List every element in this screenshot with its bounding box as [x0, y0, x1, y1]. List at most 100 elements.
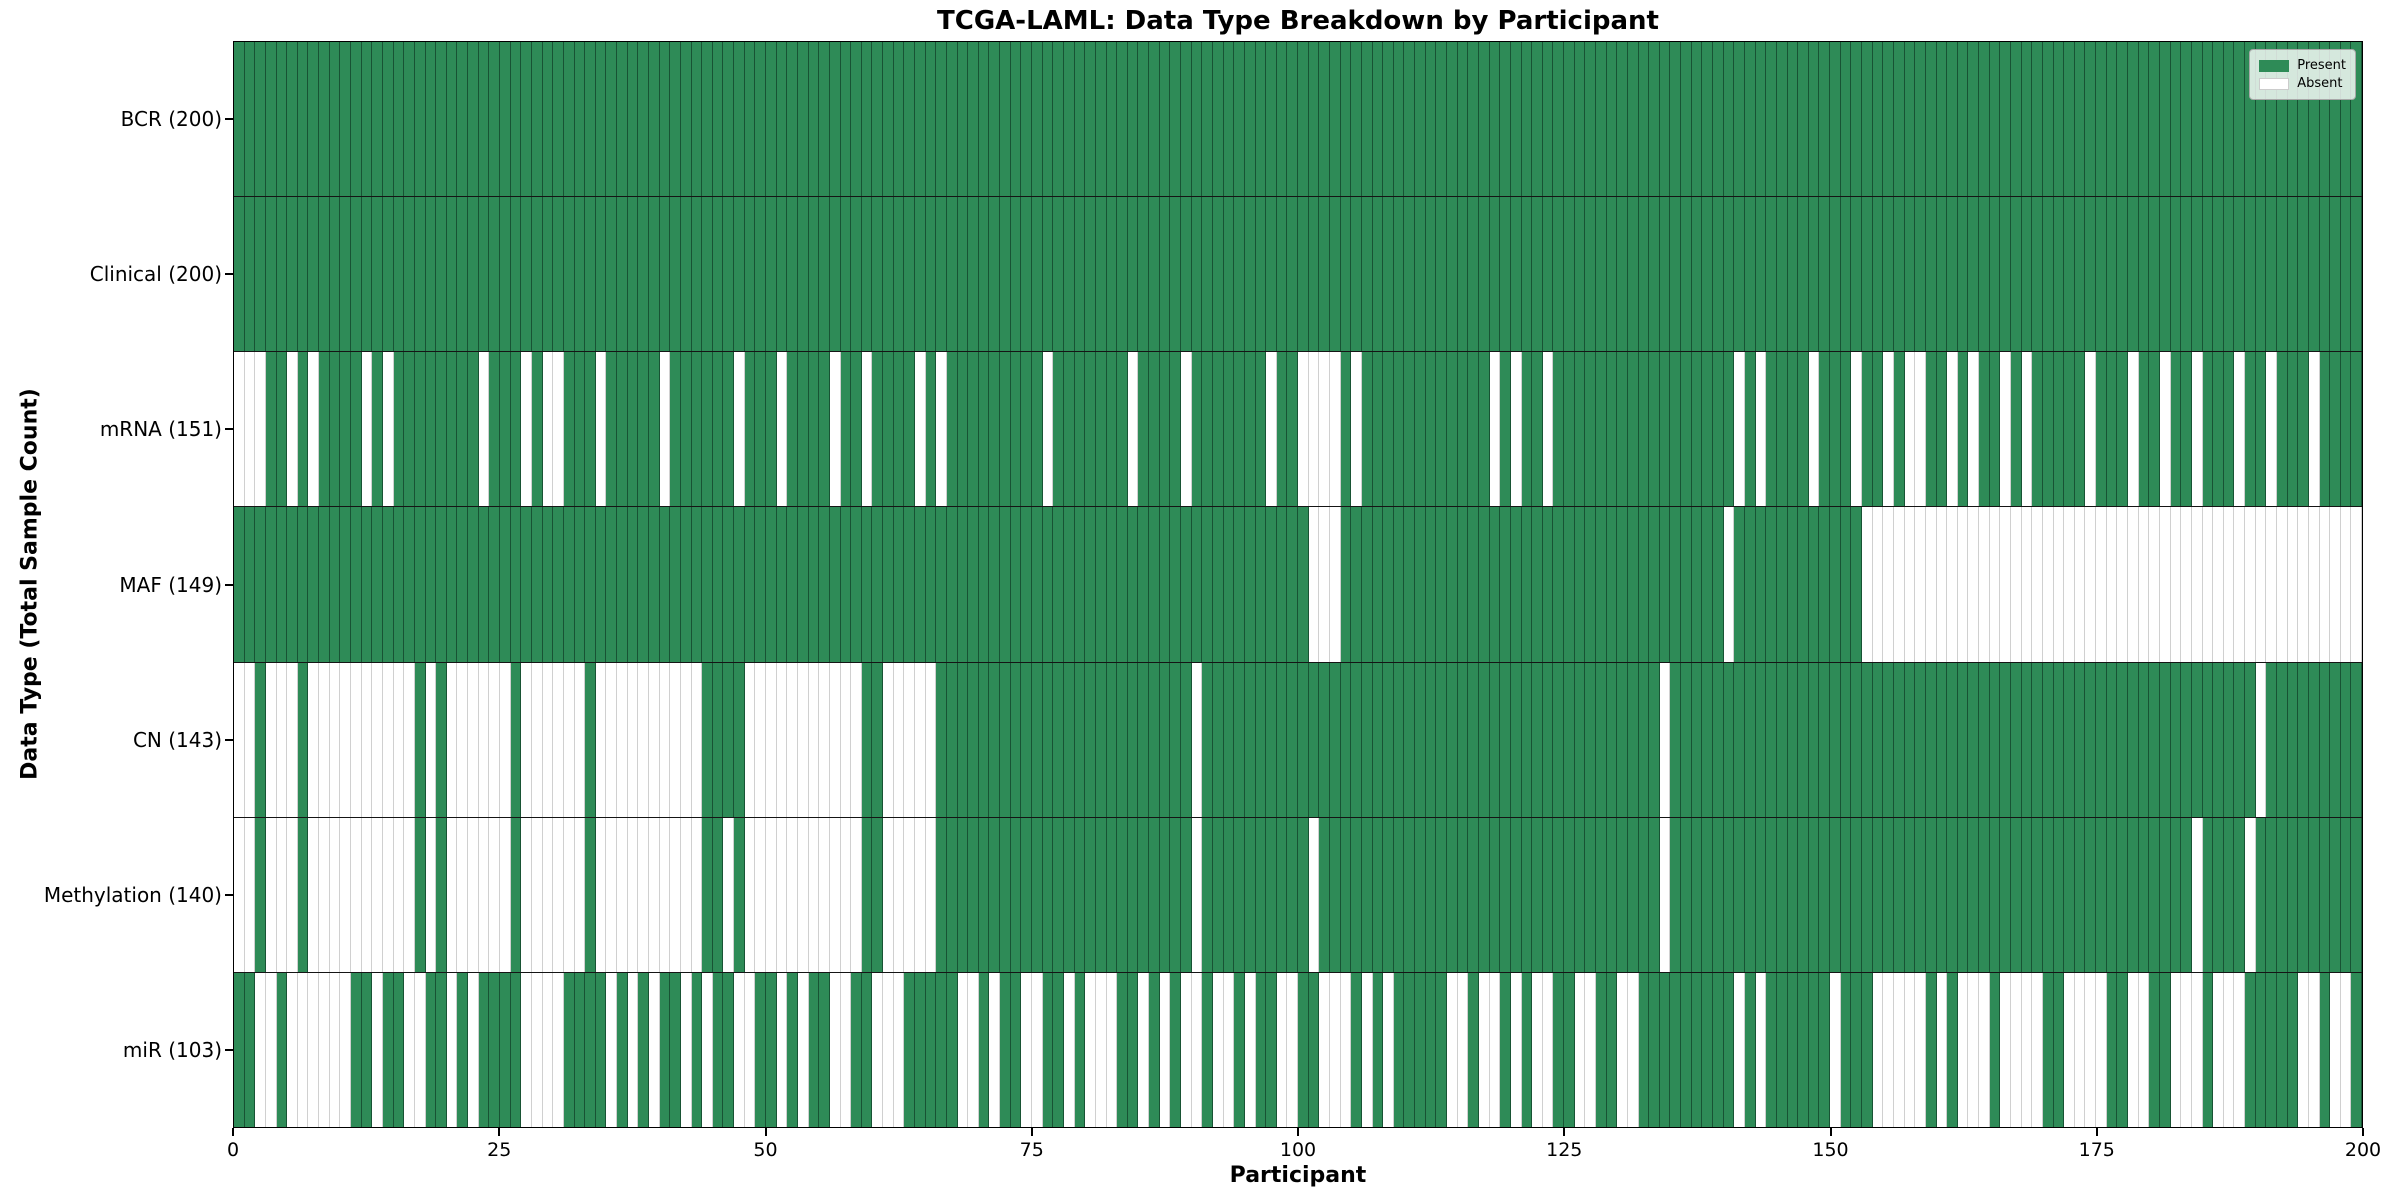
heatmap-cell — [1521, 817, 1533, 972]
heatmap-cell — [372, 507, 383, 662]
heatmap-cell — [585, 972, 596, 1127]
heatmap-cell — [2128, 662, 2139, 817]
heatmap-cell — [1723, 817, 1735, 972]
heatmap-cell — [1170, 197, 1182, 352]
heatmap-cell — [244, 42, 256, 197]
heatmap-cell — [1361, 352, 1373, 507]
heatmap-cell — [531, 507, 543, 662]
heatmap-cell — [1266, 662, 1277, 817]
heatmap-cell — [2277, 507, 2288, 662]
heatmap-cell — [1159, 42, 1171, 197]
heatmap-cell — [1542, 507, 1554, 662]
heatmap-cell — [500, 42, 511, 197]
heatmap-cell — [553, 817, 564, 972]
heatmap-cell — [755, 197, 767, 352]
heatmap-cell — [1436, 42, 1448, 197]
heatmap-cell — [276, 42, 288, 197]
heatmap-cell — [404, 817, 415, 972]
heatmap-cell — [1968, 197, 1980, 352]
heatmap-cell — [670, 352, 681, 507]
heatmap-cell — [425, 972, 437, 1127]
heatmap-cell — [521, 972, 532, 1127]
heatmap-cell — [2234, 197, 2246, 352]
heatmap-cell — [414, 507, 426, 662]
heatmap-cell — [531, 972, 543, 1127]
heatmap-cell — [968, 197, 979, 352]
heatmap-cell — [1617, 662, 1628, 817]
heatmap-cell — [2351, 197, 2363, 352]
heatmap-cell — [489, 972, 501, 1127]
heatmap-cell — [2074, 972, 2086, 1127]
heatmap-cell — [2340, 507, 2352, 662]
heatmap-cell — [1627, 352, 1639, 507]
heatmap-cell — [883, 352, 894, 507]
heatmap-cell — [1032, 197, 1043, 352]
heatmap-cell — [1979, 662, 1990, 817]
heatmap-cell — [1308, 817, 1320, 972]
heatmap-cell — [1744, 662, 1756, 817]
heatmap-cell — [1638, 197, 1650, 352]
heatmap-cell — [244, 972, 256, 1127]
heatmap-cell — [1159, 972, 1171, 1127]
heatmap-cell — [723, 42, 735, 197]
heatmap-cell — [1340, 817, 1352, 972]
heatmap-cell — [1032, 42, 1043, 197]
heatmap-cell — [797, 817, 809, 972]
heatmap-cell — [287, 972, 298, 1127]
heatmap-cell — [1436, 817, 1448, 972]
heatmap-cell — [893, 42, 905, 197]
heatmap-cell — [755, 352, 767, 507]
heatmap-cell — [1447, 817, 1458, 972]
heatmap-cell — [1287, 42, 1299, 197]
heatmap-cell — [1553, 42, 1565, 197]
y-tick-label-MAF: MAF (149) — [119, 572, 222, 597]
heatmap-cell — [1138, 662, 1150, 817]
heatmap-cell — [1489, 817, 1501, 972]
heatmap-cell — [340, 352, 352, 507]
x-tick-mark — [1563, 1128, 1566, 1136]
heatmap-cell — [1798, 42, 1809, 197]
heatmap-cell — [1521, 42, 1533, 197]
heatmap-cell — [2042, 42, 2054, 197]
heatmap-cell — [1585, 42, 1596, 197]
heatmap-cell — [2308, 507, 2320, 662]
heatmap-cell — [595, 197, 607, 352]
heatmap-cell — [1659, 42, 1671, 197]
heatmap-cell — [1819, 507, 1831, 662]
heatmap-cell — [1862, 972, 1873, 1127]
heatmap-cell — [1862, 197, 1873, 352]
heatmap-cell — [478, 662, 490, 817]
heatmap-cell — [1181, 352, 1192, 507]
heatmap-cell — [968, 972, 979, 1127]
heatmap-cell — [2351, 42, 2363, 197]
heatmap-cell — [1063, 352, 1075, 507]
heatmap-cell — [1915, 352, 1926, 507]
heatmap-cell — [1957, 662, 1969, 817]
heatmap-cell — [1489, 662, 1501, 817]
heatmap-cell — [1564, 352, 1575, 507]
heatmap-cell — [1798, 662, 1809, 817]
heatmap-cell — [1606, 972, 1618, 1127]
heatmap-cell — [1500, 197, 1511, 352]
heatmap-cell — [319, 507, 330, 662]
heatmap-cell — [319, 197, 330, 352]
heatmap-cell — [2021, 352, 2033, 507]
heatmap-cell — [1298, 42, 1309, 197]
heatmap-cell — [563, 42, 575, 197]
heatmap-cell — [1755, 197, 1767, 352]
heatmap-cell — [510, 42, 522, 197]
heatmap-cell — [2234, 42, 2246, 197]
heatmap-cell — [1574, 507, 1586, 662]
heatmap-cell — [2170, 817, 2182, 972]
heatmap-cell — [1319, 352, 1330, 507]
heatmap-cell — [1478, 507, 1490, 662]
heatmap-cell — [659, 972, 671, 1127]
heatmap-cell — [1095, 507, 1107, 662]
y-tick-label-Clinical: Clinical (200) — [89, 261, 222, 286]
heatmap-cell — [2138, 352, 2150, 507]
heatmap-cell — [2032, 42, 2043, 197]
heatmap-cell — [638, 507, 649, 662]
heatmap-cell — [1319, 662, 1330, 817]
heatmap-cell — [1638, 352, 1650, 507]
heatmap-cell — [1957, 817, 1969, 972]
